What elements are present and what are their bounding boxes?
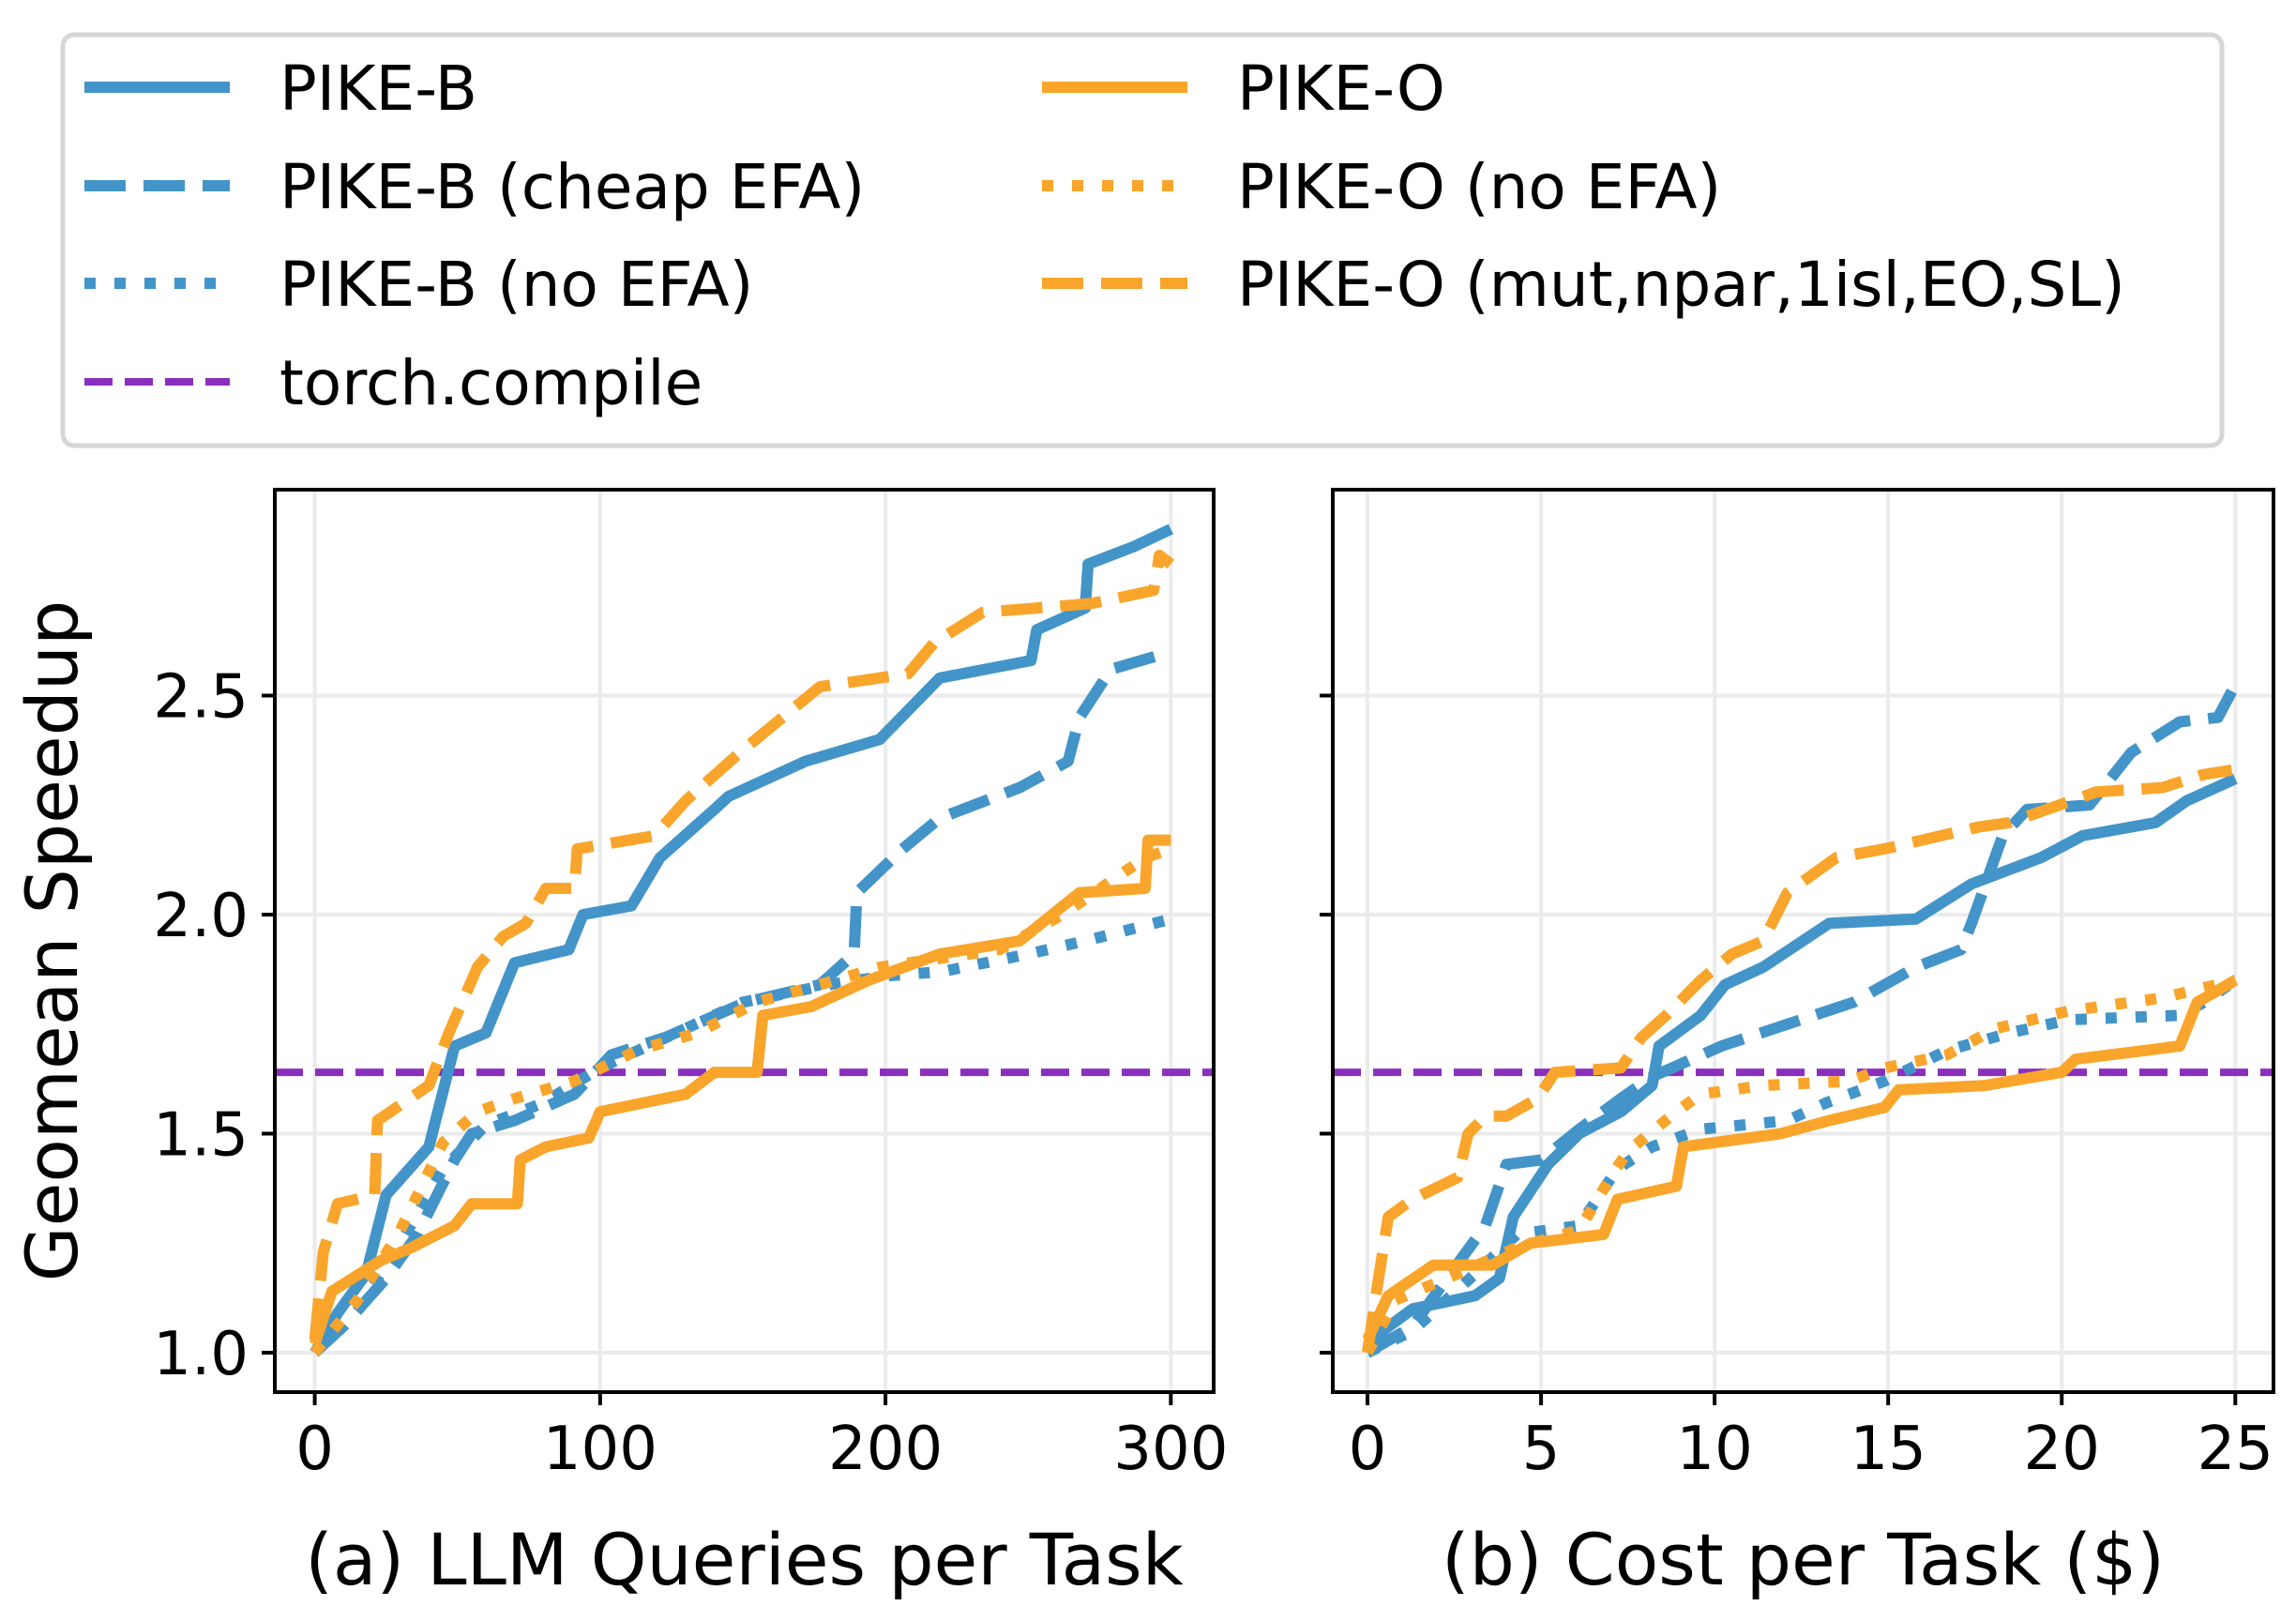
series-line-pike-b-cheap-efa [1364,688,2237,1358]
y-axis-label: Geomean Speedup [10,600,94,1282]
y-tick-label: 2.0 [153,882,249,951]
series-line-pike-b-no-efa [310,913,1172,1357]
x-tick-label: 300 [1113,1415,1228,1484]
series-line-pike-o-mut-npar-1isl-eo-sl [1362,764,2233,1354]
legend-item: PIKE-O (no EFA) [1042,151,1721,223]
legend-item: PIKE-O [1042,53,1445,125]
legend-frame [60,32,2225,448]
x-tick-label: 25 [2198,1415,2273,1484]
chart-a: 0 100 200 300 1.0 1.5 2.0 2.5 (a) LLM Queries pe… [10,488,1228,1601]
y-tick-label: 2.5 [153,662,249,732]
axes-frame [1331,488,2275,1394]
series-line-pike-b-cheap-efa [310,646,1173,1357]
x-tick-label: 0 [1349,1415,1387,1484]
legend-label: torch.compile [279,347,702,419]
y-tick-label: 1.0 [153,1320,249,1389]
x-tick-label: 0 [295,1415,334,1484]
series-line-pike-b-no-efa [1365,976,2239,1358]
legend-item: PIKE-B (no EFA) [84,249,753,321]
series-line-pike-o-mut-npar-1isl-eo-sl [309,550,1175,1341]
series-line-pike-o-no-efa [1362,975,2237,1356]
legend-item: PIKE-B (cheap EFA) [84,151,865,223]
x-axis-label: (a) LLM Queries per Task [305,1518,1184,1601]
legend-label: PIKE-B [279,53,477,125]
x-tick-label: 20 [2024,1415,2100,1484]
series-line-pike-o [309,834,1171,1346]
chart-b: 0 5 10 15 20 25 (b) Cost per Task ($) [1320,488,2275,1601]
legend-label: PIKE-B (cheap EFA) [279,151,865,223]
x-tick-label: 5 [1522,1415,1561,1484]
x-tick-label: 200 [828,1415,943,1484]
x-tick-label: 10 [1676,1415,1752,1484]
series-line-pike-o [1362,975,2239,1342]
x-tick-label: 15 [1850,1415,1926,1484]
series-line-pike-o-no-efa [310,843,1173,1356]
legend-label: PIKE-O (mut,npar,1isl,EO,SL) [1237,249,2125,321]
legend: PIKE-B PIKE-B (cheap EFA) PIKE-B (no EFA) t… [60,32,2225,448]
y-tick-label: 1.5 [153,1100,249,1170]
x-axis-label: (b) Cost per Task ($) [1442,1518,2165,1601]
series-line-pike-b [310,523,1173,1356]
legend-item: torch.compile [84,347,702,419]
legend-label: PIKE-O (no EFA) [1237,151,1721,223]
axes-frame [273,488,1216,1394]
legend-label: PIKE-O [1237,53,1445,125]
legend-item: PIKE-O (mut,npar,1isl,EO,SL) [1042,249,2125,321]
legend-label: PIKE-B (no EFA) [279,249,753,321]
x-tick-label: 100 [543,1415,657,1484]
legend-item: PIKE-B [84,53,477,125]
